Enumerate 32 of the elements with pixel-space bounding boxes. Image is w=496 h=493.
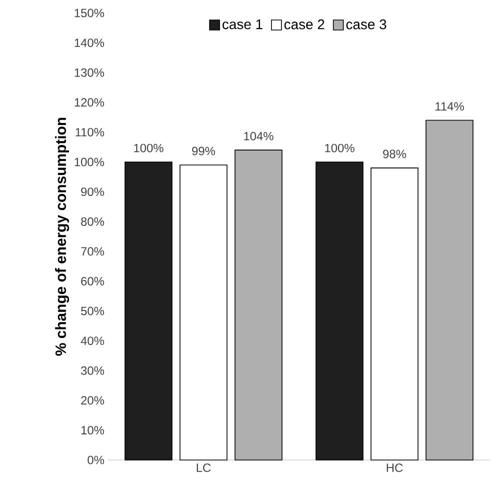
- y-tick-label: 20%: [81, 396, 104, 405]
- y-tick-label: 70%: [81, 247, 104, 256]
- y-tick-label: 120%: [74, 98, 104, 107]
- data-label: 98%: [383, 150, 406, 158]
- legend-label: case 2: [284, 19, 324, 30]
- y-tick-label: 80%: [81, 217, 104, 226]
- bar: [370, 168, 418, 460]
- bar: [316, 162, 364, 460]
- data-label: 114%: [436, 102, 464, 111]
- y-tick-label: 10%: [81, 426, 104, 434]
- y-tick-label: 100%: [74, 158, 104, 166]
- legend-label: case 1: [222, 19, 262, 30]
- y-tick-label: 30%: [81, 366, 104, 375]
- data-label: 100%: [325, 144, 354, 152]
- y-axis-title: % change of energy consumption: [55, 118, 70, 356]
- y-tick-label: 60%: [81, 276, 104, 286]
- data-label: 100%: [134, 144, 164, 152]
- x-tick-label: HC: [386, 464, 403, 472]
- bar: [124, 162, 172, 460]
- y-tick-label: 110%: [76, 128, 104, 136]
- y-tick-label: 90%: [81, 188, 104, 196]
- y-tick-label: 40%: [80, 336, 104, 346]
- y-tick-label: 140%: [74, 38, 104, 48]
- legend-label: case 3: [346, 19, 386, 30]
- data-label: 104%: [244, 132, 274, 140]
- y-tick-label: 0%: [88, 456, 104, 464]
- bar: [180, 164, 228, 460]
- data-label: 99%: [192, 146, 216, 156]
- x-tick-label: LC: [196, 464, 211, 472]
- y-tick-label: 150%: [74, 8, 104, 18]
- y-tick-label: 50%: [81, 306, 104, 316]
- y-tick-label: 130%: [74, 68, 104, 77]
